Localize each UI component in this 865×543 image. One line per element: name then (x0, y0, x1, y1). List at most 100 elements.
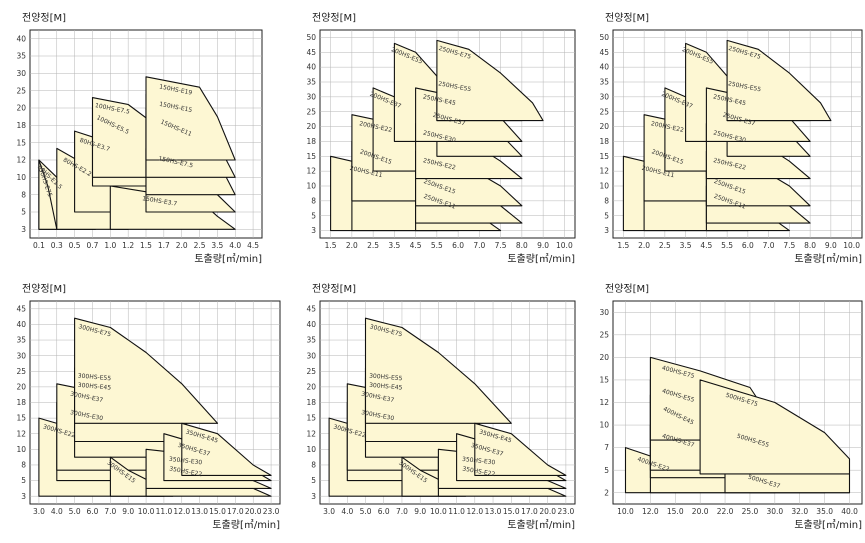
y-axis-title: 전양정[M] (605, 283, 649, 295)
x-tick-label: 30.0 (766, 507, 783, 516)
y-tick-label: 12 (16, 156, 26, 165)
y-tick-label: 45 (306, 304, 316, 313)
x-tick-label: 17.0 (227, 507, 244, 516)
curve-label: 300HS-E55 (78, 372, 112, 382)
x-tick-label: 2.0 (176, 241, 188, 250)
curve-label: 300HS-E45 (78, 382, 112, 392)
curve-label: 350HS-E30 (169, 456, 203, 467)
y-tick-label: 45 (16, 304, 26, 313)
x-tick-label: 8.0 (516, 241, 528, 250)
y-tick-label: 3 (604, 226, 609, 235)
x-tick-label: 1.2 (122, 241, 134, 250)
curve-300HS-E75 (364, 317, 512, 424)
x-tick-label: 6.0 (378, 507, 390, 516)
y-axis-title: 전양정[M] (312, 283, 356, 295)
x-tick-label: 12.0 (173, 507, 190, 516)
y-tick-label: 5 (21, 208, 26, 217)
y-tick-label: 5 (604, 211, 609, 220)
curve-250HS-E75 (436, 39, 544, 122)
y-tick-label: 45 (599, 48, 609, 57)
x-tick-label: 9.0 (414, 507, 426, 516)
x-tick-label: 11.0 (448, 507, 465, 516)
x-tick-label: 2.0 (346, 241, 358, 250)
y-tick-label: 30 (306, 92, 316, 101)
y-tick-label: 15 (599, 376, 609, 385)
y-tick-label: 15 (16, 414, 26, 423)
x-axis-title: 토출량[㎥/min] (794, 252, 862, 265)
y-tick-label: 40 (599, 63, 609, 72)
x-tick-label: 2.5 (194, 241, 206, 250)
x-tick-label: 10.0 (138, 507, 155, 516)
y-tick-label: 10 (599, 182, 609, 191)
y-tick-label: 15 (16, 138, 26, 147)
curve-label: 300HS-E45 (369, 382, 403, 392)
x-tick-label: 1.5 (140, 241, 152, 250)
x-tick-label: 0.1 (33, 241, 45, 250)
y-tick-label: 35 (306, 78, 316, 87)
x-tick-label: 9.0 (122, 507, 134, 516)
y-tick-label: 5 (311, 211, 316, 220)
y-tick-label: 25 (16, 367, 26, 376)
x-tick-label: 1.5 (325, 241, 337, 250)
y-tick-label: 20 (306, 122, 316, 131)
x-tick-label: 15.0 (209, 507, 226, 516)
y-tick-label: 45 (306, 48, 316, 57)
y-tick-label: 3 (21, 225, 26, 234)
x-tick-label: 22.0 (717, 507, 734, 516)
y-tick-label: 20 (16, 104, 26, 113)
y-tick-label: 12 (599, 167, 609, 176)
curve-150HS-E19 (145, 76, 236, 161)
y-tick-label: 12 (306, 167, 316, 176)
x-tick-label: 5.5 (431, 241, 443, 250)
x-tick-label: 0.5 (69, 241, 81, 250)
x-tick-label: 13.0 (485, 507, 502, 516)
x-tick-label: 2.5 (659, 241, 671, 250)
x-tick-label: 25.0 (742, 507, 759, 516)
y-tick-label: 15 (306, 152, 316, 161)
y-tick-label: 40 (306, 320, 316, 329)
y-tick-label: 8 (311, 196, 316, 205)
x-axis-title: 토출량[㎥/min] (212, 518, 280, 531)
y-axis-title: 전양정[M] (22, 283, 66, 295)
y-tick-label: 18 (16, 398, 26, 407)
x-tick-label: 20.0 (539, 507, 556, 516)
x-tick-label: 3.5 (388, 241, 400, 250)
x-tick-label: 17.0 (521, 507, 538, 516)
y-tick-label: 3 (311, 492, 316, 501)
x-tick-label: 13.0 (191, 507, 208, 516)
y-axis-title: 전양정[M] (22, 12, 66, 24)
y-tick-label: 18 (599, 137, 609, 146)
x-tick-label: 7.0 (104, 507, 116, 516)
y-tick-label: 25 (599, 107, 609, 116)
y-tick-label: 35 (16, 336, 26, 345)
chart-panel-6: 10.0 12.0 15.0 20.0 22.0 25.0 30.0 32.0 35.0 40.0… (599, 283, 863, 531)
y-tick-label: 40 (306, 63, 316, 72)
y-tick-label: 35 (16, 52, 26, 61)
x-tick-label: 4.0 (51, 507, 63, 516)
x-tick-label: 1.5 (617, 241, 629, 250)
chart-panel-3: 1.5 2.0 2.5 3.5 4.5 5.5 6.0 7.0 7.5 8.0 9.0 10.0358… (599, 12, 863, 265)
x-tick-label: 15.0 (667, 507, 684, 516)
y-tick-label: 25 (306, 107, 316, 116)
y-tick-label: 12 (16, 429, 26, 438)
x-tick-label: 9.0 (825, 241, 837, 250)
x-tick-label: 7.0 (763, 241, 775, 250)
x-tick-label: 23.0 (263, 507, 280, 516)
y-tick-label: 10 (16, 173, 26, 182)
y-axis-title: 전양정[M] (312, 12, 356, 24)
curve-300HS-E75 (74, 317, 219, 424)
y-tick-label: 20 (599, 353, 609, 362)
y-tick-label: 15 (306, 414, 316, 423)
x-tick-label: 1.0 (104, 241, 116, 250)
x-axis-title: 토출량[㎥/min] (794, 518, 862, 531)
x-tick-label: 0.3 (51, 241, 63, 250)
y-tick-label: 8 (604, 196, 609, 205)
curve-label: 350HS-E30 (462, 456, 496, 467)
y-tick-label: 5 (311, 476, 316, 485)
x-tick-label: 20.0 (245, 507, 262, 516)
x-tick-label: 4.5 (700, 241, 712, 250)
x-tick-label: 40.0 (841, 507, 858, 516)
x-tick-label: 7.5 (783, 241, 795, 250)
x-tick-label: 23.0 (558, 507, 575, 516)
y-tick-label: 25 (16, 86, 26, 95)
